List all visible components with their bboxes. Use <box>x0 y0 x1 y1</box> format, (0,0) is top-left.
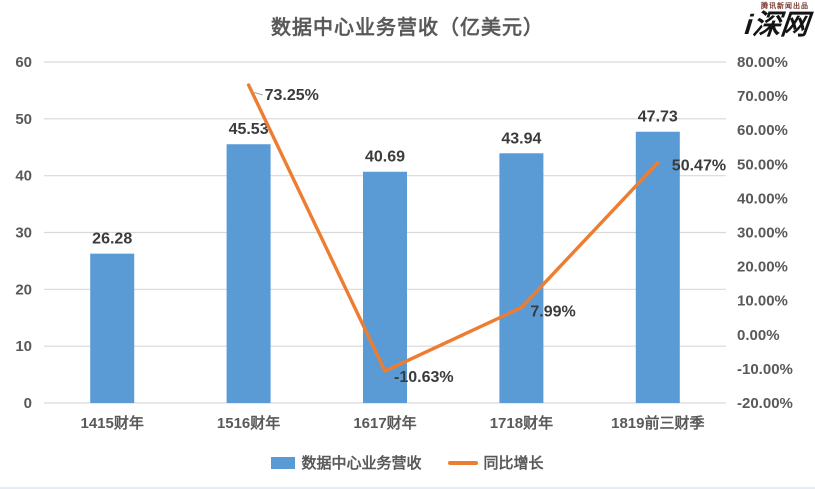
left-axis-tick: 60 <box>15 54 32 71</box>
bar-value-label: 40.69 <box>365 149 405 166</box>
bar <box>90 253 135 403</box>
left-axis-tick: 20 <box>15 281 32 298</box>
left-axis-tick: 30 <box>15 225 32 242</box>
line-series-marker <box>447 460 478 465</box>
right-axis-tick: 10.00% <box>737 293 788 310</box>
right-axis-tick: 60.00% <box>737 122 788 139</box>
bar <box>226 144 271 403</box>
right-axis-tick: -10.00% <box>737 361 793 378</box>
right-axis-tick: 30.00% <box>737 225 788 242</box>
left-axis-tick: 0 <box>24 395 32 412</box>
line-value-label: 7.99% <box>530 304 575 321</box>
legend-item-growth: 同比增长 <box>447 452 544 473</box>
right-axis-tick: 40.00% <box>737 190 788 207</box>
bottom-divider <box>0 487 815 489</box>
left-axis-tick: 40 <box>15 168 32 185</box>
x-axis-label: 1516财年 <box>217 414 280 432</box>
chart-title: 数据中心业务营收（亿美元） <box>271 17 544 39</box>
legend-label-revenue: 数据中心业务营收 <box>301 455 422 472</box>
bar-series-marker <box>271 456 296 469</box>
legend: 数据中心业务营收 同比增长 <box>0 452 815 473</box>
chart-plot: 0 10 20 30 40 50 60 -20.00% -10.00% 0.00% 10.00% 20… <box>15 54 793 432</box>
right-axis-tick: 80.00% <box>737 54 788 71</box>
right-axis-tick: 20.00% <box>737 259 788 276</box>
bar-value-label: 45.53 <box>229 121 269 138</box>
line-value-label: -10.63% <box>394 369 454 386</box>
right-axis-tick: -20.00% <box>737 395 793 412</box>
x-axis-label: 1819前三财季 <box>611 414 704 432</box>
x-axis-label: 1718财年 <box>490 414 553 432</box>
line-value-label: 73.25% <box>265 87 319 104</box>
growth-line <box>246 83 660 373</box>
right-axis-tick: 70.00% <box>737 88 788 105</box>
right-axis-tick: 50.00% <box>737 156 788 173</box>
left-axis-tick: 50 <box>15 111 32 128</box>
legend-label-growth: 同比增长 <box>483 455 544 472</box>
legend-item-revenue: 数据中心业务营收 <box>271 452 422 473</box>
x-axis-label: 1415财年 <box>81 414 144 432</box>
brand-logo: 腾讯新闻出品 i深网 <box>744 3 811 40</box>
bar <box>499 153 544 403</box>
bar-value-label: 43.94 <box>501 130 541 147</box>
x-axis-label: 1617财年 <box>353 414 416 432</box>
line-value-label: 50.47% <box>672 158 726 175</box>
right-axis-tick: 0.00% <box>737 327 780 344</box>
label-leader-line <box>252 91 263 96</box>
bar-value-label: 47.73 <box>638 109 678 126</box>
left-axis-tick: 10 <box>15 338 32 355</box>
bar-value-label: 26.28 <box>92 231 132 248</box>
brand-tagline: 腾讯新闻出品 <box>761 3 809 10</box>
